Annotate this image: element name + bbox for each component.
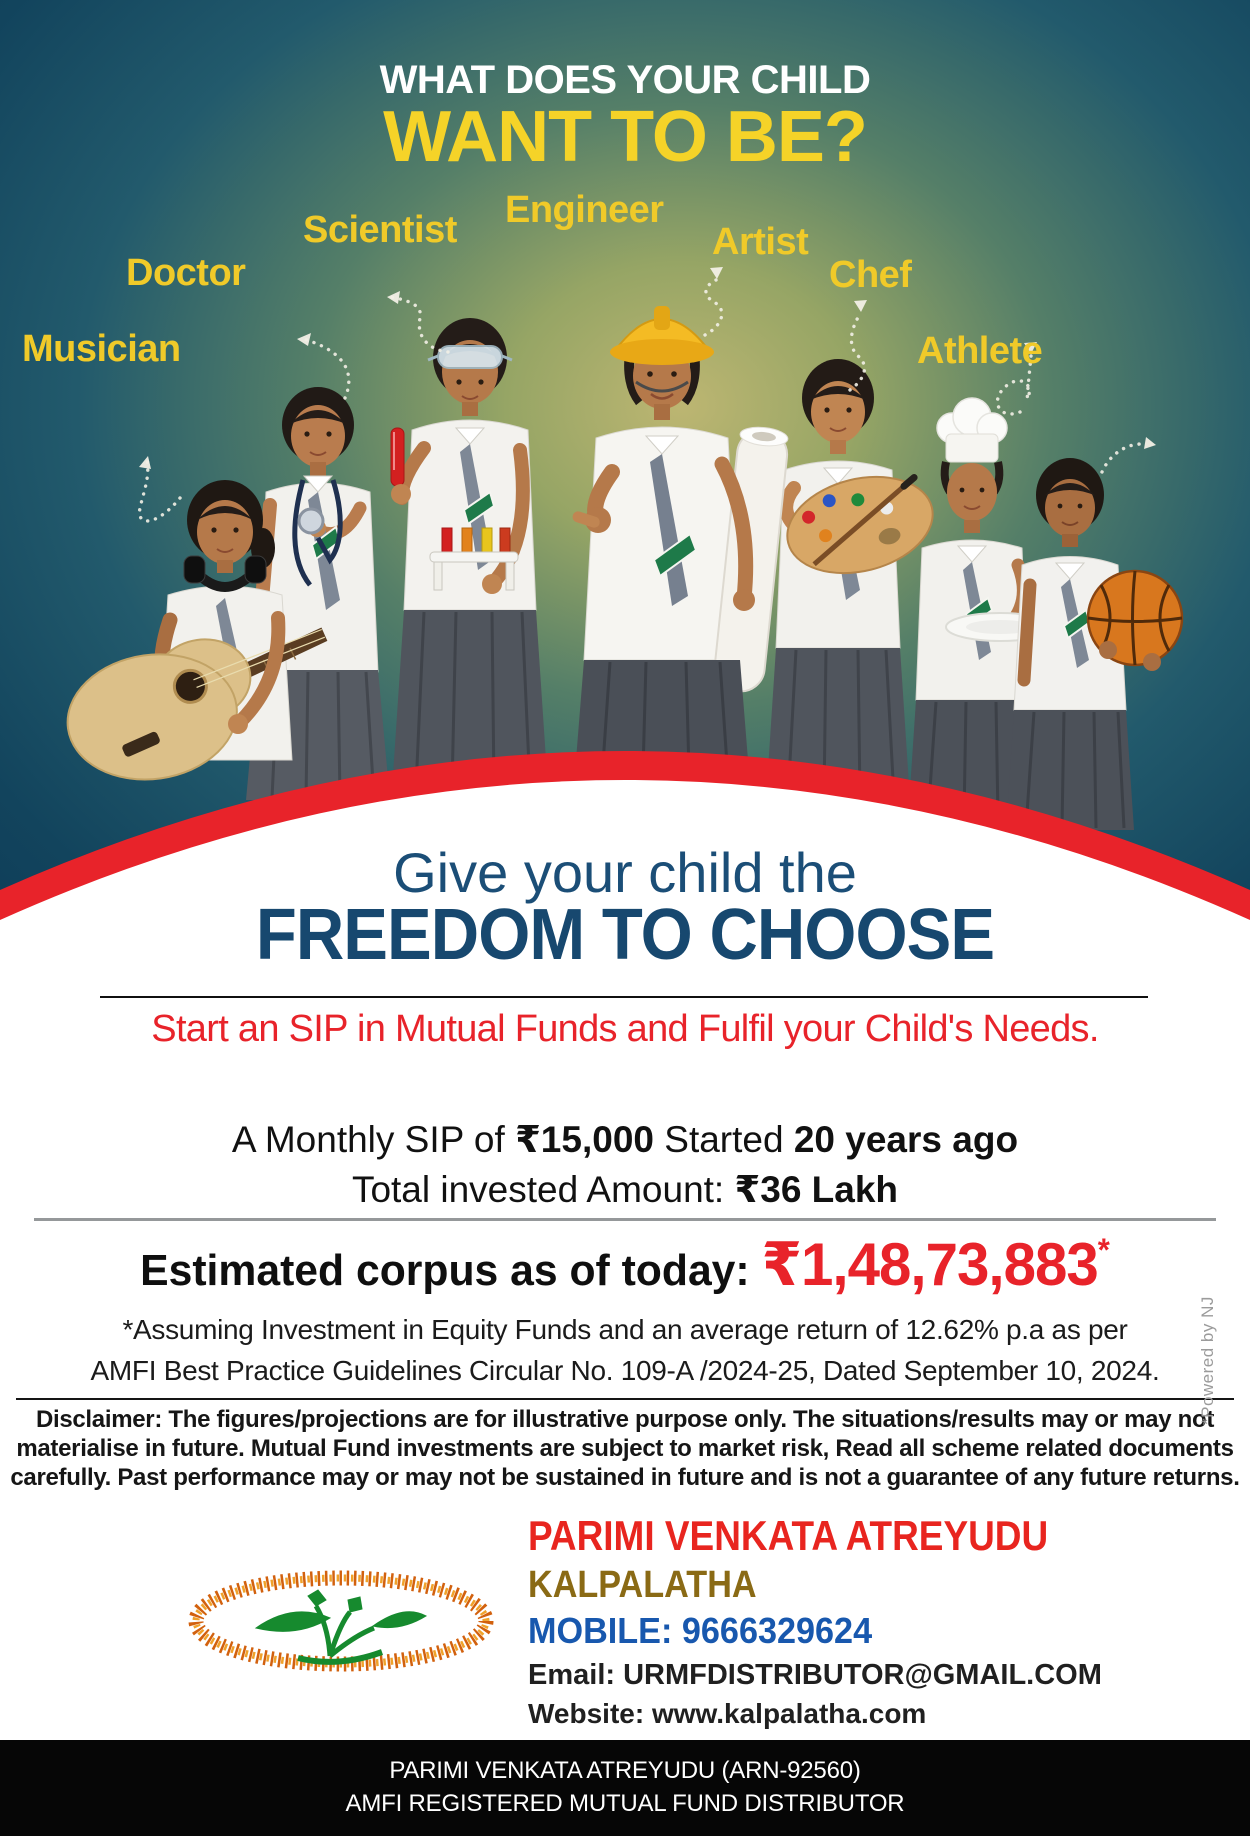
corpus-value: ₹1,48,73,883 — [761, 1231, 1098, 1298]
arrow-engineer — [703, 278, 724, 337]
child-chef — [908, 397, 1055, 820]
career-label-musician: Musician — [22, 328, 181, 370]
sip-line1-text2: Started — [653, 1119, 794, 1160]
sip-line1-text: A Monthly SIP of — [231, 1119, 516, 1160]
guitar-icon — [66, 627, 328, 781]
career-arrows — [137, 278, 1144, 523]
kalpalatha-logo — [188, 1570, 494, 1672]
distributor-name: PARIMI VENKATA ATREYUDU — [528, 1512, 1049, 1559]
test-tube-rack-icon — [429, 527, 519, 591]
pitch-heading-line1: Give your child the — [393, 841, 857, 904]
footer-amfi-line: AMFI REGISTERED MUTUAL FUND DISTRIBUTOR — [345, 1790, 905, 1817]
mobile-number: MOBILE: 9666329624 — [528, 1610, 873, 1651]
firm-name: KALPALATHA — [528, 1564, 757, 1606]
child-athlete — [1006, 458, 1184, 830]
test-tube-icon — [390, 427, 405, 487]
pitch-subheading: Start an SIP in Mutual Funds and Fulfil … — [151, 1008, 1099, 1050]
website-address: Website: www.kalpalatha.com — [528, 1698, 927, 1729]
footer-arn-line: PARIMI VENKATA ATREYUDU (ARN-92560) — [389, 1757, 861, 1784]
headphones-icon — [183, 555, 267, 592]
arrow-chef — [995, 354, 1033, 416]
hard-hat-icon — [610, 306, 714, 365]
footer-bar: PARIMI VENKATA ATREYUDU (ARN-92560) AMFI… — [0, 1740, 1250, 1836]
hero-title-line1: WHAT DOES YOUR CHILD — [379, 58, 871, 102]
corpus-line: Estimated corpus as of today: ₹1,48,73,8… — [19, 1230, 1232, 1300]
divider-grey — [34, 1218, 1216, 1221]
powered-by-watermark: *Powered by NJ — [1198, 1296, 1217, 1425]
career-label-engineer: Engineer — [505, 189, 664, 231]
paint-palette-icon — [786, 473, 934, 575]
arrow-doctor — [298, 336, 351, 400]
plant-icon — [254, 1589, 427, 1665]
disclaimer-line3: carefully. Past performance may or may n… — [10, 1464, 1240, 1491]
sip-invested-label: Total invested Amount: — [351, 1169, 735, 1210]
children-photo — [0, 0, 1250, 1012]
white-curve-area — [0, 780, 1250, 1012]
career-label-scientist: Scientist — [303, 209, 457, 251]
arrow-artist — [848, 312, 867, 392]
career-label-artist: Artist — [712, 221, 809, 263]
arrow-musician — [137, 456, 182, 523]
hero-title-line2: WANT TO BE? — [383, 97, 868, 177]
email-address: Email: URMFDISTRIBUTOR@GMAIL.COM — [528, 1659, 1102, 1691]
assumption-line1: *Assuming Investment in Equity Funds and… — [122, 1314, 1128, 1345]
assumption-line2: AMFI Best Practice Guidelines Circular N… — [90, 1355, 1160, 1386]
arrowheads — [139, 267, 1156, 469]
divider-top — [100, 996, 1148, 998]
sip-line2: Total invested Amount: ₹36 Lakh — [0, 1168, 1250, 1211]
sip-invested-amount: ₹36 Lakh — [734, 1169, 899, 1210]
sip-line1: A Monthly SIP of ₹15,000 Started 20 year… — [0, 1118, 1250, 1161]
sip-duration: 20 years ago — [793, 1119, 1019, 1160]
corpus-footnote-mark: * — [1097, 1232, 1110, 1268]
arrow-scientist — [388, 295, 450, 354]
disclaimer-line1: Disclaimer: The figures/projections are … — [35, 1406, 1215, 1433]
sip-monthly-amount: ₹15,000 — [515, 1119, 654, 1160]
basketball-icon — [1086, 569, 1184, 667]
arrow-athlete — [1100, 442, 1144, 474]
child-scientist — [390, 318, 548, 790]
career-label-athlete: Athlete — [917, 330, 1043, 372]
pitch-heading-line2: FREEDOM TO CHOOSE — [255, 895, 995, 975]
career-label-doctor: Doctor — [126, 252, 246, 294]
disclaimer-line2: materialise in future. Mutual Fund inves… — [16, 1435, 1234, 1462]
safety-goggles-icon — [427, 345, 513, 369]
career-label-chef: Chef — [829, 254, 912, 296]
divider-bottom — [16, 1398, 1234, 1400]
child-artist — [766, 359, 934, 800]
corpus-label: Estimated corpus as of today: — [140, 1246, 762, 1295]
child-musician — [66, 480, 328, 781]
chef-hat-icon — [936, 397, 1008, 463]
